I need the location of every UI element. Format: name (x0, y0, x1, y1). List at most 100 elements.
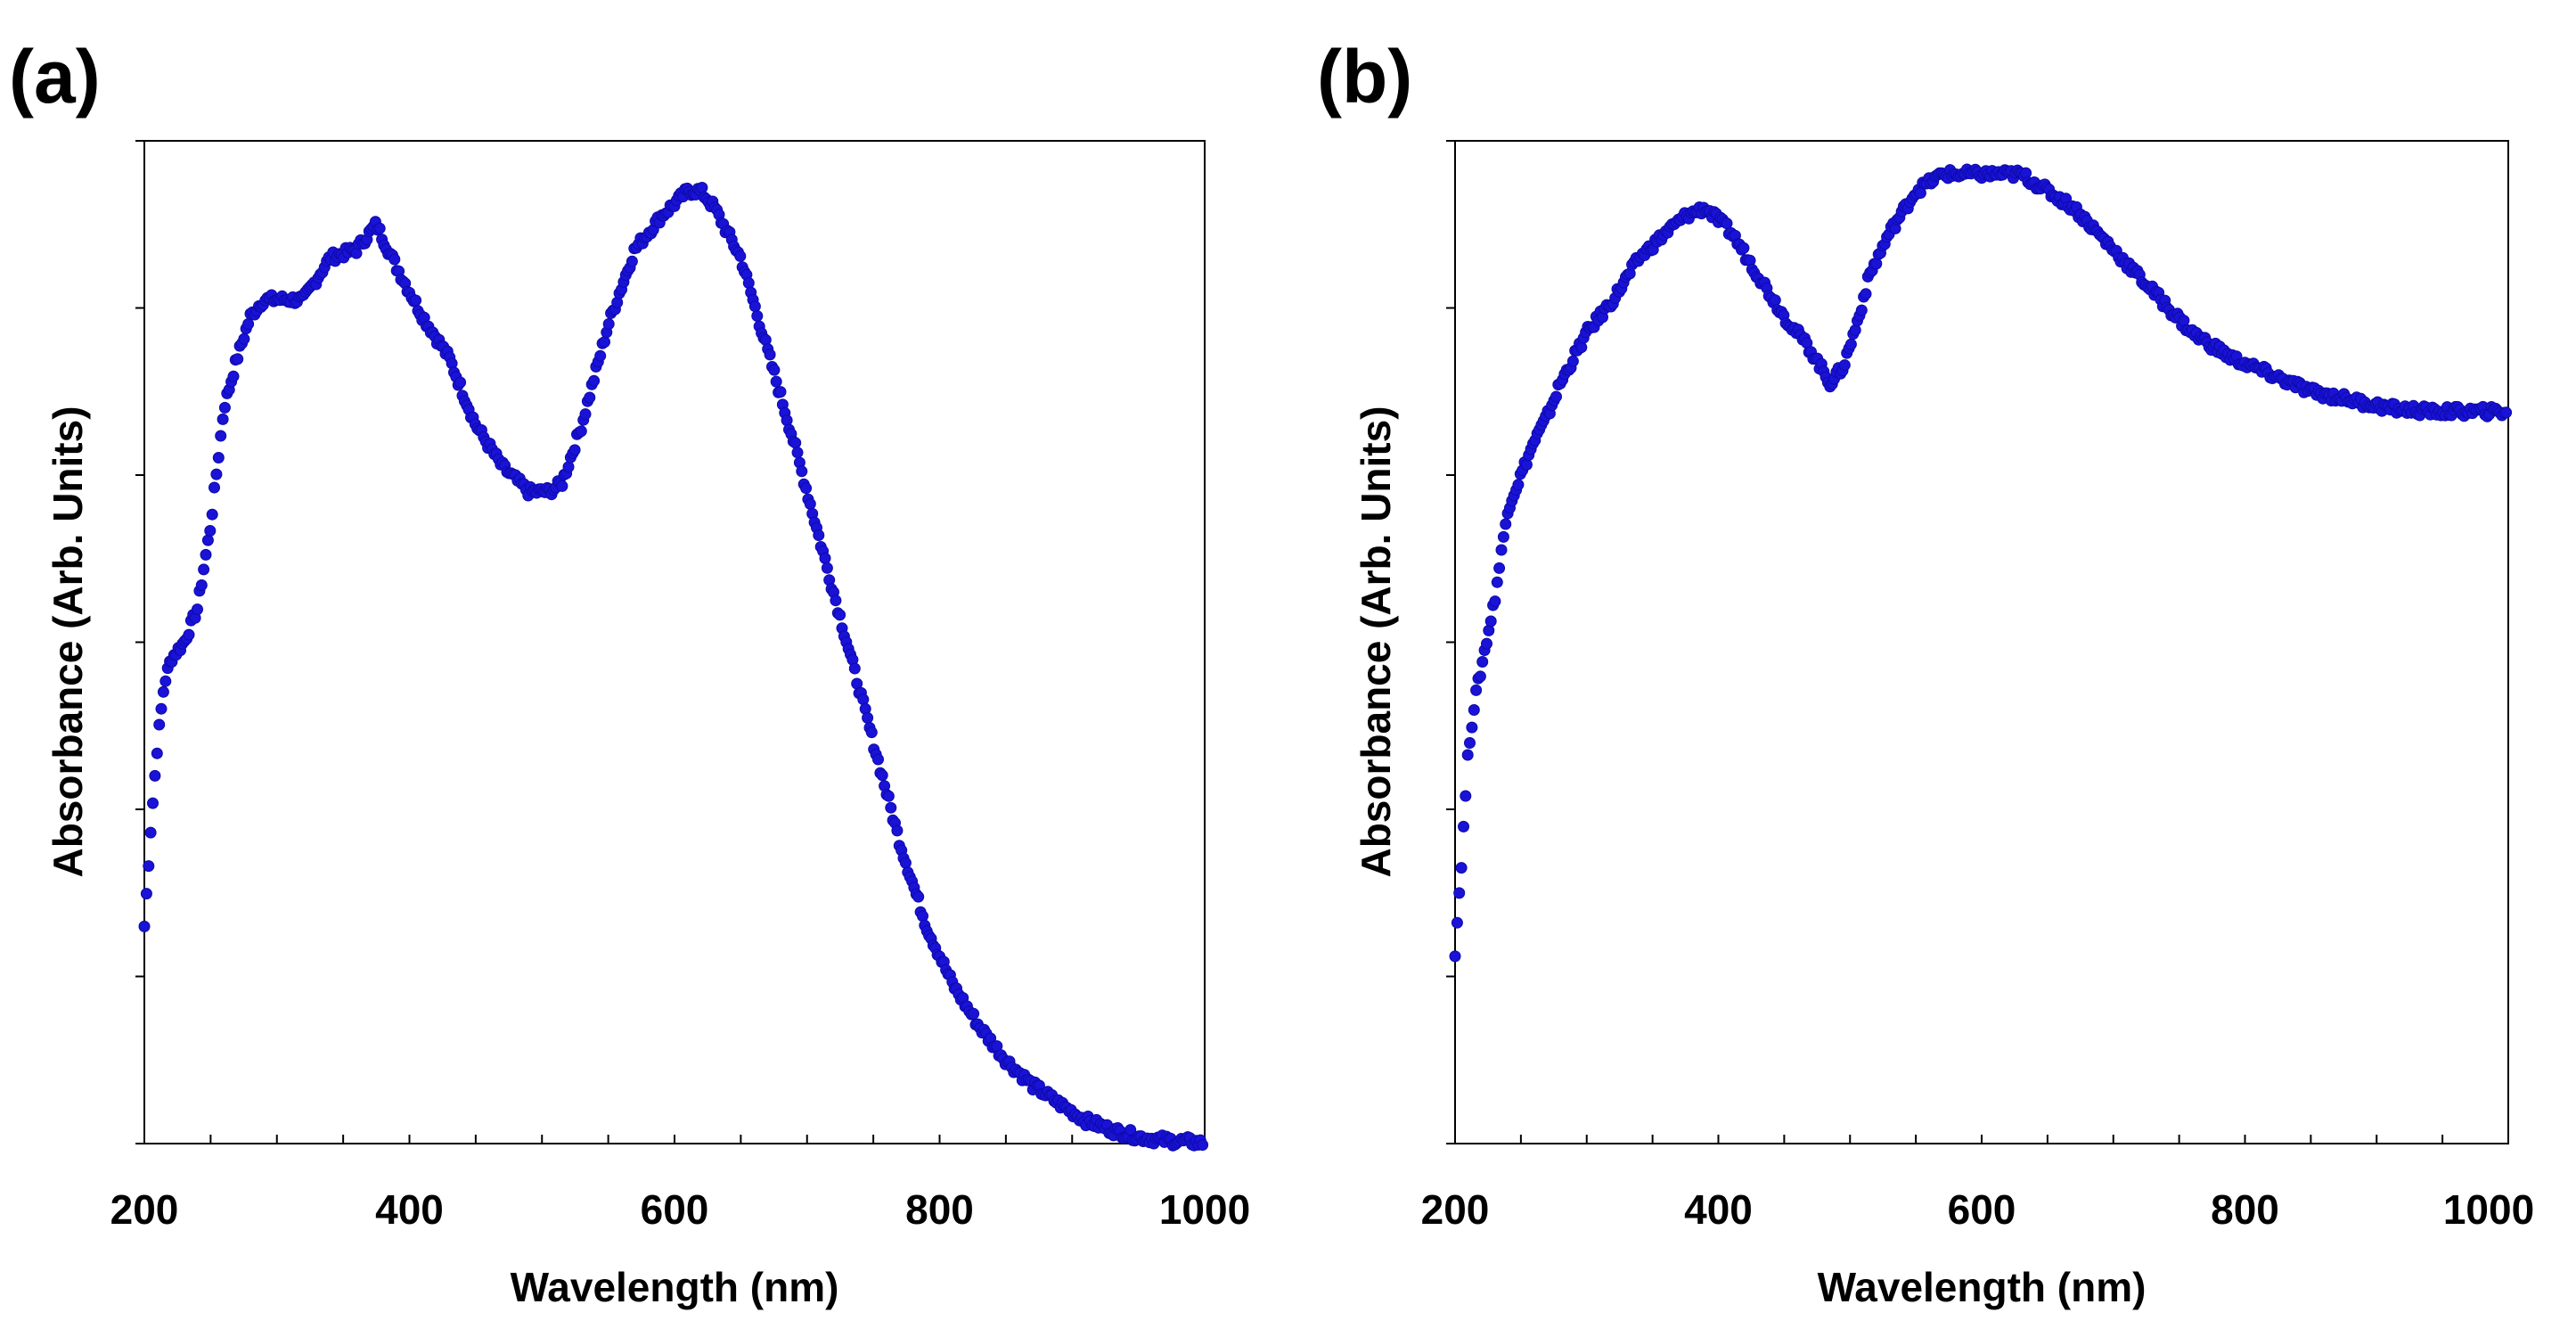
panel-a-data-point (891, 824, 904, 837)
panel-a-x-tick-label: 1000 (1159, 1186, 1250, 1233)
panel-b-data-point (1468, 704, 1480, 716)
panel-b-x-tick-label: 800 (2211, 1186, 2279, 1233)
panel-a-data-point (140, 888, 152, 900)
panel-b-x-tick-label: 1000 (2443, 1186, 2534, 1233)
panel-a-data-point (791, 447, 804, 459)
panel-a-data-point (373, 222, 386, 234)
panel-a-data-points (138, 182, 1209, 1152)
panel-a-data-point (575, 425, 587, 438)
panel-a-data-point (774, 386, 787, 398)
panel-a-data-point (238, 332, 250, 345)
panel-a-data-point (147, 797, 159, 809)
panel-a-data-point (388, 253, 401, 266)
panel-a: (a) 200 400 600 800 1000 Wavelength (nm)… (9, 35, 1250, 1310)
panel-a-data-point (865, 726, 878, 739)
panel-a-data-point (626, 255, 638, 267)
panel-a-data-point (454, 376, 467, 389)
panel-a-data-point (183, 628, 195, 641)
panel-a-data-point (195, 579, 208, 591)
panel-a-data-point (599, 336, 610, 349)
panel-b-data-point (1520, 458, 1533, 471)
panel-a-x-tick-labels: 200 400 600 800 1000 (110, 1186, 1251, 1233)
panel-b: (b) 200 400 600 800 1000 Wavelength (nm)… (1317, 35, 2534, 1310)
panel-b-ticks (1446, 140, 2509, 1144)
panel-a-data-point (227, 370, 240, 382)
panel-a-x-tick-label: 200 (110, 1186, 179, 1233)
panel-a-data-point (751, 310, 764, 322)
panel-b-x-tick-label: 200 (1421, 1186, 1490, 1233)
panel-a-data-point (215, 430, 227, 442)
panel-b-data-point (1855, 304, 1868, 316)
panel-a-x-tick-label: 400 (375, 1186, 444, 1233)
panel-a-data-point (594, 349, 607, 362)
panel-b-data-point (1550, 390, 1562, 403)
panel-b-data-point (1464, 737, 1476, 749)
panel-a-x-tick-label: 600 (641, 1186, 709, 1233)
panel-b-data-point (1476, 656, 1489, 668)
panel-a-data-point (584, 391, 596, 404)
panel-a-data-point (212, 452, 225, 463)
panel-b-label: (b) (1317, 35, 1412, 119)
panel-a-data-point (242, 318, 255, 330)
panel-b-data-point (1575, 341, 1588, 354)
panel-a-data-point (857, 693, 870, 706)
panel-b-x-axis-title: Wavelength (nm) (1818, 1264, 2147, 1310)
panel-a-data-point (588, 374, 601, 387)
panel-b-data-point (1466, 721, 1478, 734)
panel-a-data-point (804, 497, 816, 510)
panel-a-data-point (764, 349, 776, 361)
panel-a-data-point (768, 364, 781, 376)
panel-a-data-point (796, 465, 808, 478)
panel-a-data-point (149, 769, 161, 782)
panel-b-data-point (1844, 338, 1857, 350)
panel-b-data-point (1489, 595, 1501, 608)
panel-b-data-point (1495, 544, 1508, 556)
panel-a-data-point (885, 801, 897, 814)
panel-a-data-point (350, 247, 363, 259)
panel-a-data-point (770, 375, 782, 388)
panel-b-x-tick-label: 600 (1948, 1186, 2016, 1233)
panel-a-data-point (201, 534, 214, 546)
panel-a-data-point (696, 182, 708, 193)
panel-b-data-point (1481, 637, 1492, 650)
panel-b-data-point (1497, 530, 1509, 543)
panel-b-y-axis-title: Absorbance (Arb. Units) (1353, 406, 1399, 877)
panel-b-data-point (1721, 217, 1733, 230)
panel-a-data-point (218, 401, 231, 414)
panel-b-data-point (1491, 576, 1503, 588)
panel-a-data-point (159, 675, 172, 687)
panel-a-data-point (209, 481, 220, 494)
panel-b-data-point (1455, 862, 1468, 874)
panel-a-data-point (217, 413, 229, 425)
panel-a-data-point (917, 910, 928, 923)
panel-b-data-point (1458, 820, 1469, 833)
panel-a-data-point (206, 508, 218, 521)
panel-a-data-point (834, 609, 846, 621)
panel-a-data-point (819, 552, 831, 564)
panel-b-data-point (1470, 684, 1483, 696)
panel-a-data-point (848, 662, 861, 675)
panel-a-data-point (138, 920, 151, 932)
panel-a-data-point (968, 1007, 980, 1020)
panel-a-data-point (882, 790, 895, 802)
panel-a-data-point (410, 294, 422, 307)
panel-b-data-point (1838, 359, 1851, 372)
panel-a-data-point (813, 529, 825, 541)
panel-b-data-point (1738, 242, 1750, 254)
panel-a-data-point (830, 595, 842, 607)
panel-a-data-point (155, 702, 168, 715)
panel-a-data-point (789, 437, 802, 449)
panel-b-data-point (2178, 315, 2190, 327)
panel-a-data-point (198, 563, 210, 576)
panel-a-data-point (742, 277, 755, 289)
panel-b-data-point (1870, 258, 1883, 270)
panel-b-x-tick-labels: 200 400 600 800 1000 (1421, 1186, 2535, 1233)
panel-a-data-point (872, 753, 884, 766)
panel-a-data-point (568, 444, 581, 456)
panel-a-data-point (821, 562, 833, 574)
panel-a-x-tick-label: 800 (905, 1186, 974, 1233)
panel-a-x-axis-title: Wavelength (nm) (511, 1264, 839, 1310)
panel-a-data-point (862, 711, 874, 724)
panel-b-data-point (1461, 749, 1474, 761)
